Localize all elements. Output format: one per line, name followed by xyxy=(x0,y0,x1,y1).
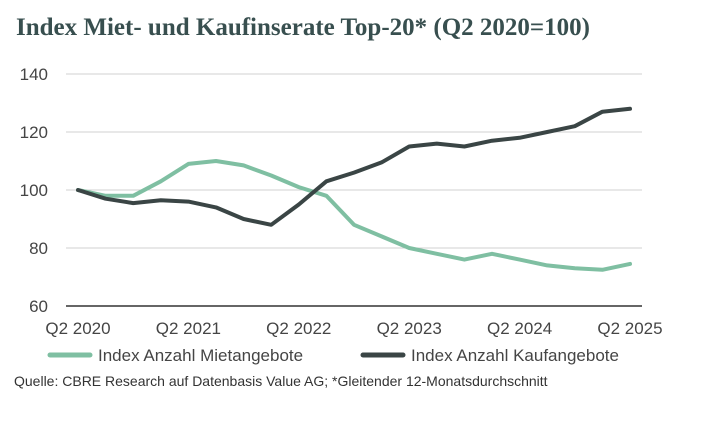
chart-title: Index Miet- und Kaufinserate Top-20* (Q2… xyxy=(16,14,590,41)
legend-label: Index Anzahl Kaufangebote xyxy=(411,346,619,365)
x-tick-label: Q2 2020 xyxy=(45,319,110,338)
x-tick-label: Q2 2023 xyxy=(377,319,442,338)
series-line-kaufangebote xyxy=(76,106,632,227)
x-tick-label: Q2 2022 xyxy=(266,319,331,338)
x-tick-label: Q2 2025 xyxy=(597,319,662,338)
legend: Index Anzahl Mietangebote Index Anzahl Ka… xyxy=(47,346,619,365)
x-axis-ticks: Q2 2020 Q2 2021 Q2 2022 Q2 2023 Q2 2024 Q2 20… xyxy=(45,319,662,338)
series-line-mietangebote xyxy=(76,159,632,272)
series-lines xyxy=(76,106,632,272)
y-tick-label: 120 xyxy=(20,123,48,142)
source-note: Quelle: CBRE Research auf Datenbasis Val… xyxy=(14,373,548,389)
legend-label: Index Anzahl Mietangebote xyxy=(98,346,303,365)
grid-lines xyxy=(66,73,642,307)
y-tick-label: 80 xyxy=(29,239,48,258)
y-tick-label: 140 xyxy=(20,65,48,84)
x-tick-label: Q2 2024 xyxy=(487,319,552,338)
y-tick-label: 100 xyxy=(20,181,48,200)
y-tick-label: 60 xyxy=(29,297,48,316)
x-tick-label: Q2 2021 xyxy=(156,319,221,338)
y-axis-ticks: 60 80 100 120 140 xyxy=(20,65,48,316)
